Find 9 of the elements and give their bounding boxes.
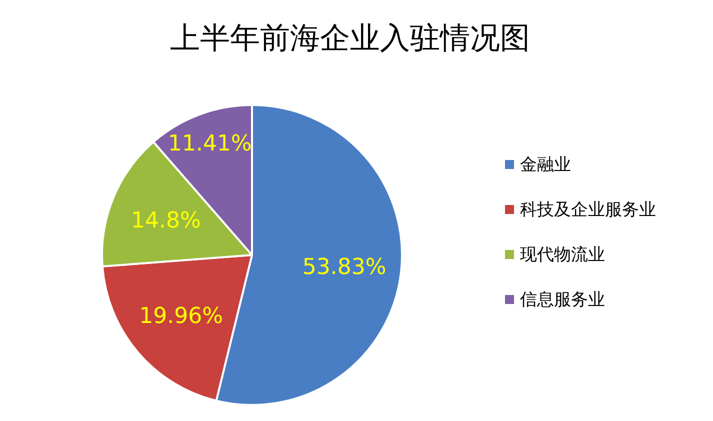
legend-label: 现代物流业: [520, 245, 605, 265]
chart-title: 上半年前海企业入驻情况图: [170, 21, 530, 56]
data-label: 19.96%: [139, 304, 223, 330]
legend-label: 信息服务业: [520, 290, 605, 310]
legend-label: 科技及企业服务业: [520, 200, 656, 220]
legend-label: 金融业: [520, 155, 571, 175]
data-label: 11.41%: [168, 132, 252, 157]
data-label: 53.83%: [302, 255, 386, 280]
data-label: 14.8%: [131, 208, 201, 234]
